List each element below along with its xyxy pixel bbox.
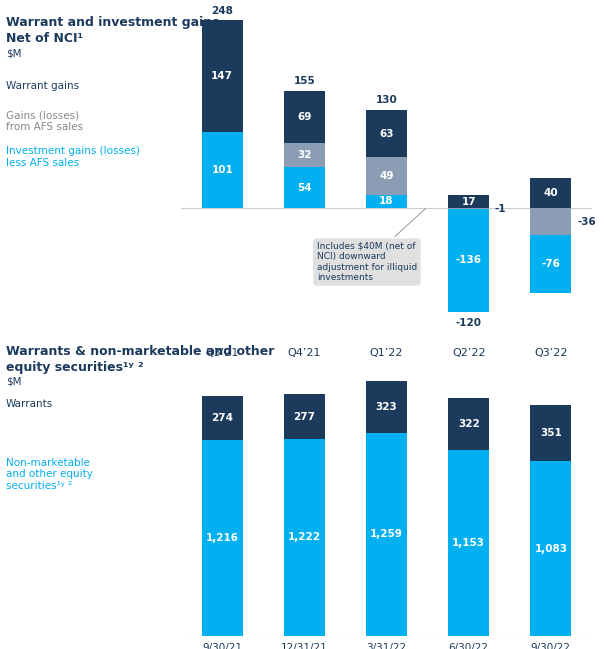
Bar xyxy=(202,132,243,208)
Bar xyxy=(448,398,489,450)
Text: 1,083: 1,083 xyxy=(535,544,567,554)
Bar xyxy=(284,91,325,143)
Text: 274: 274 xyxy=(211,413,233,422)
Bar xyxy=(284,143,325,167)
Bar xyxy=(284,439,325,636)
Text: Net of NCI¹: Net of NCI¹ xyxy=(6,32,83,45)
Text: Warrants & non-marketable and other: Warrants & non-marketable and other xyxy=(6,345,274,358)
Text: Q4’21: Q4’21 xyxy=(288,349,321,358)
Text: equity securities¹ʸ ²: equity securities¹ʸ ² xyxy=(6,361,144,374)
Text: Q2’22: Q2’22 xyxy=(452,349,486,358)
Text: 322: 322 xyxy=(458,419,480,429)
Text: Includes $40M (net of
NCI) downward
adjustment for illiquid
investments: Includes $40M (net of NCI) downward adju… xyxy=(316,208,426,282)
Text: 1,216: 1,216 xyxy=(206,533,239,543)
Bar xyxy=(530,178,571,208)
Bar xyxy=(448,208,489,209)
Text: 17: 17 xyxy=(461,197,476,207)
Text: 9/30/22: 9/30/22 xyxy=(531,643,571,649)
Text: 155: 155 xyxy=(294,77,315,86)
Text: Q3’21: Q3’21 xyxy=(205,349,239,358)
Text: Warrant and investment gains: Warrant and investment gains xyxy=(6,16,219,29)
Text: 9/30/21: 9/30/21 xyxy=(202,643,242,649)
Text: 323: 323 xyxy=(376,402,397,412)
Text: 248: 248 xyxy=(211,6,233,16)
Bar xyxy=(448,195,489,208)
Text: 1,259: 1,259 xyxy=(370,530,403,539)
Text: 18: 18 xyxy=(379,197,394,206)
Text: Non-marketable
and other equity
securities¹ʸ ²: Non-marketable and other equity securiti… xyxy=(6,458,93,491)
Text: Q1’22: Q1’22 xyxy=(370,349,403,358)
Text: Warrant gains: Warrant gains xyxy=(6,81,79,91)
Text: -1: -1 xyxy=(495,204,507,214)
Text: 12/31/21: 12/31/21 xyxy=(281,643,328,649)
Bar xyxy=(366,381,407,433)
Bar xyxy=(448,450,489,636)
Text: 54: 54 xyxy=(297,183,312,193)
Bar xyxy=(530,461,571,636)
Text: 49: 49 xyxy=(379,171,394,181)
Text: $M: $M xyxy=(6,48,22,58)
Bar xyxy=(366,158,407,195)
Text: 69: 69 xyxy=(297,112,312,122)
Bar xyxy=(530,236,571,293)
Text: -136: -136 xyxy=(455,256,482,265)
Text: 130: 130 xyxy=(376,95,397,105)
Text: 40: 40 xyxy=(544,188,558,198)
Text: -120: -120 xyxy=(455,318,482,328)
Text: Q3’22: Q3’22 xyxy=(534,349,568,358)
Text: 101: 101 xyxy=(211,165,233,175)
Bar xyxy=(284,394,325,439)
Bar xyxy=(366,433,407,636)
Text: 351: 351 xyxy=(540,428,562,438)
Bar xyxy=(284,167,325,208)
Text: 63: 63 xyxy=(379,129,394,139)
Text: $M: $M xyxy=(6,376,22,386)
Bar xyxy=(366,110,407,158)
Text: 1,222: 1,222 xyxy=(288,532,321,543)
Bar xyxy=(530,208,571,236)
Bar xyxy=(202,20,243,132)
Bar xyxy=(202,440,243,636)
Text: 147: 147 xyxy=(211,71,233,81)
Bar xyxy=(448,209,489,312)
Bar xyxy=(366,195,407,208)
Text: 277: 277 xyxy=(294,411,315,422)
Text: 32: 32 xyxy=(297,150,312,160)
Bar xyxy=(202,396,243,440)
Text: 1,153: 1,153 xyxy=(452,538,485,548)
Text: 6/30/22: 6/30/22 xyxy=(449,643,489,649)
Text: -36: -36 xyxy=(577,217,596,227)
Text: 3/31/22: 3/31/22 xyxy=(367,643,406,649)
Text: Investment gains (losses)
less AFS sales: Investment gains (losses) less AFS sales xyxy=(6,146,140,167)
Text: Gains (losses)
from AFS sales: Gains (losses) from AFS sales xyxy=(6,110,83,132)
Text: -76: -76 xyxy=(541,259,561,269)
Bar xyxy=(530,405,571,461)
Text: Warrants: Warrants xyxy=(6,399,53,409)
